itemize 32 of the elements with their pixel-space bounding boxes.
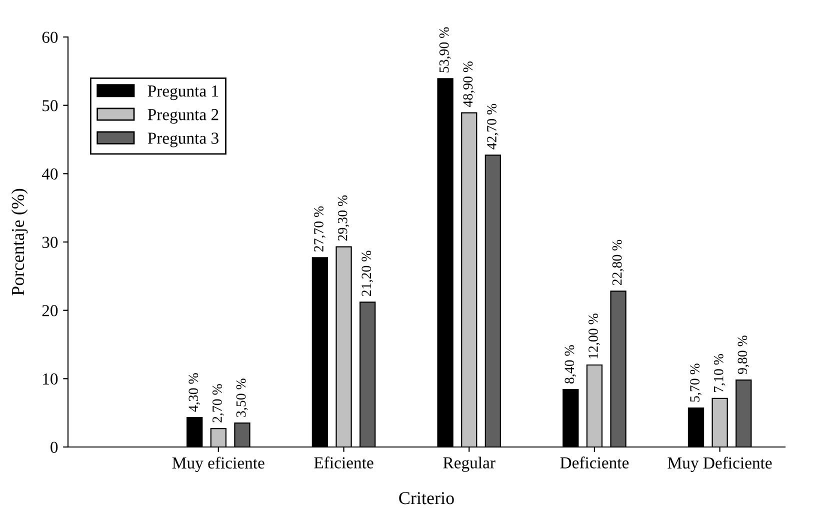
legend-label: Pregunta 3: [148, 132, 218, 148]
x-tick-label: Muy Deficiente: [668, 456, 772, 472]
data-label: 8,40 %: [564, 345, 576, 384]
legend-label: Pregunta 2: [148, 109, 218, 124]
y-tick-label: 10: [43, 373, 58, 385]
y-axis-title: Porcentaje (%): [11, 188, 28, 296]
x-tick-label: Regular: [443, 456, 496, 472]
data-label: 21,20 %: [362, 250, 374, 296]
data-label: 9,80 %: [738, 336, 750, 374]
y-tick-label: 50: [42, 100, 58, 112]
data-label: 22,80 %: [612, 240, 624, 286]
data-label: 5,70 %: [690, 364, 702, 402]
data-label: 29,30 %: [338, 195, 350, 241]
y-tick-label: 0: [50, 442, 58, 453]
y-tick-label: 20: [42, 305, 58, 316]
data-label: 27,70 %: [314, 206, 326, 252]
x-tick-label: Deficiente: [560, 456, 629, 468]
data-label: 42,70 %: [487, 104, 498, 150]
legend-label: Pregunta 1: [148, 85, 218, 100]
x-axis-title: Criterio: [399, 492, 454, 504]
data-label: 3,50 %: [236, 378, 248, 417]
y-tick-label: 40: [42, 168, 58, 180]
data-label: 2,70 %: [212, 384, 224, 422]
x-tick-label: Eficiente: [314, 456, 374, 468]
data-label: 12,00 %: [588, 314, 600, 358]
y-tick-label: 30: [42, 236, 58, 248]
y-tick-label: 60: [42, 32, 58, 43]
data-label: 53,90 %: [439, 27, 451, 72]
x-tick-label: Muy eficiente: [172, 456, 264, 472]
data-label: 48,90 %: [463, 61, 475, 108]
data-label: 4,30 %: [188, 373, 200, 412]
data-label: 7,10 %: [714, 354, 726, 392]
